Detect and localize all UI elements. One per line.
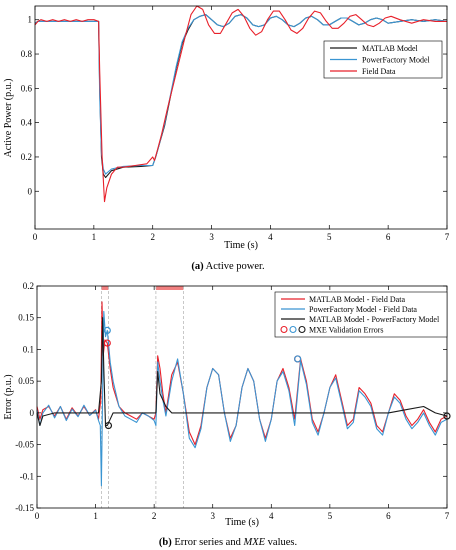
legend-marker-red	[280, 325, 288, 334]
legend-label-powerfactory: PowerFactory Model	[362, 56, 431, 65]
legend-label-powerfactory-field: PowerFactory Model - Field Data	[309, 305, 417, 314]
series-line-field	[34, 5, 447, 203]
x-tick-label: 4	[268, 232, 273, 242]
x-tick-label: 0	[35, 511, 40, 521]
y-tick-label: 0.8	[21, 49, 33, 59]
y-tick-label: 0.6	[21, 83, 33, 93]
x-tick-label: 7	[445, 511, 450, 521]
caption-b-text-end: values.	[265, 537, 297, 548]
x-tick-label: 6	[386, 511, 391, 521]
mxe-marker-matlab	[104, 421, 113, 430]
y-tick-label: 1	[28, 15, 33, 25]
x-tick-label: 2	[152, 511, 157, 521]
series-line-powerfactory	[36, 310, 448, 487]
legend-a: MATLAB Model PowerFactory Model Field Da…	[323, 40, 443, 79]
y-tick-label: -0.1	[20, 471, 34, 481]
y-axis-label-a: Active Power (p.u.)	[3, 79, 14, 158]
x-tick-label: 3	[210, 511, 215, 521]
mxe-marker-powerfactory	[103, 326, 111, 334]
y-tick-label: 0	[28, 186, 33, 196]
y-tick-label: 0.4	[21, 118, 33, 128]
x-tick-label: 6	[386, 232, 391, 242]
mxe-marker-field	[103, 339, 111, 347]
legend-label-matlab-powerfactory: MATLAB Model - PowerFactory Model	[309, 315, 440, 324]
x-tick-label: 1	[93, 511, 98, 521]
caption-b-text: Error series and	[172, 537, 244, 548]
ticks-b: 0 1 2 3 4 5 6 7 -0.15 -0.1 -0.05 0 0.05 0.1 0.15 0.2	[15, 281, 450, 521]
legend-b: MATLAB Model - Field Data PowerFactory M…	[274, 291, 448, 338]
legend-label-matlab-field: MATLAB Model - Field Data	[309, 295, 405, 304]
x-tick-label: 2	[150, 232, 155, 242]
caption-a: (a) Active power.	[191, 261, 264, 272]
caption-b: (b) Error series and MXE values.	[159, 537, 297, 548]
caption-a-tag: (a)	[191, 261, 204, 272]
x-tick-label: 5	[328, 511, 333, 521]
x-tick-label: 5	[327, 232, 332, 242]
y-axis-label-b: Error (p.u.)	[3, 374, 14, 419]
plot-area-a	[35, 6, 447, 229]
series-line-powerfactory	[34, 14, 448, 175]
y-tick-label: 0.05	[18, 376, 34, 386]
x-tick-label: 3	[209, 232, 214, 242]
x-tick-label: 7	[445, 232, 450, 242]
x-axis-label-b: Time (s)	[225, 517, 259, 528]
y-tick-label: 0	[30, 408, 35, 418]
x-tick-label: 0	[33, 232, 38, 242]
caption-b-tag: (b)	[159, 537, 172, 548]
legend-label-matlab: MATLAB Model	[362, 44, 419, 53]
y-tick-label: 0.2	[23, 281, 34, 291]
legend-marker-blue	[289, 325, 297, 334]
validation-window-band	[155, 286, 184, 290]
legend-label-mxe: MXE Validation Errors	[309, 326, 384, 335]
plot-frame-a	[34, 5, 448, 230]
y-tick-label: 0.2	[21, 152, 32, 162]
ticks-a: 0 1 2 3 4 5 6 7 0 0.2 0.4 0.6 0.8 1	[21, 6, 450, 242]
chart-error-series: 0 1 2 3 4 5 6 7 -0.15 -0.1 -0.05 0 0.05 0.1 0.15 0.2 Ti…	[3, 281, 451, 528]
x-tick-label: 1	[92, 232, 97, 242]
plot-frame-b	[36, 285, 448, 509]
y-tick-label: 0.1	[23, 344, 34, 354]
y-tick-label: -0.15	[15, 503, 34, 513]
chart-active-power: 0 1 2 3 4 5 6 7 0 0.2 0.4 0.6 0.8 1 Time (s) Active P…	[3, 5, 450, 251]
legend-marker-black	[298, 325, 306, 334]
x-tick-label: 4	[269, 511, 274, 521]
legend-label-field: Field Data	[362, 67, 396, 76]
validation-window-band	[101, 286, 109, 290]
mxe-marker-powerfactory	[294, 355, 302, 363]
mxe-markers	[103, 326, 451, 430]
caption-a-text: Active power.	[204, 261, 265, 272]
caption-b-italic: MXE	[242, 537, 265, 548]
x-axis-label-a: Time (s)	[224, 240, 258, 251]
y-tick-label: -0.05	[15, 440, 34, 450]
series-group-b	[36, 301, 448, 487]
series-group-a	[34, 5, 448, 203]
y-tick-label: 0.15	[18, 313, 34, 323]
series-line-matlab	[36, 317, 448, 427]
